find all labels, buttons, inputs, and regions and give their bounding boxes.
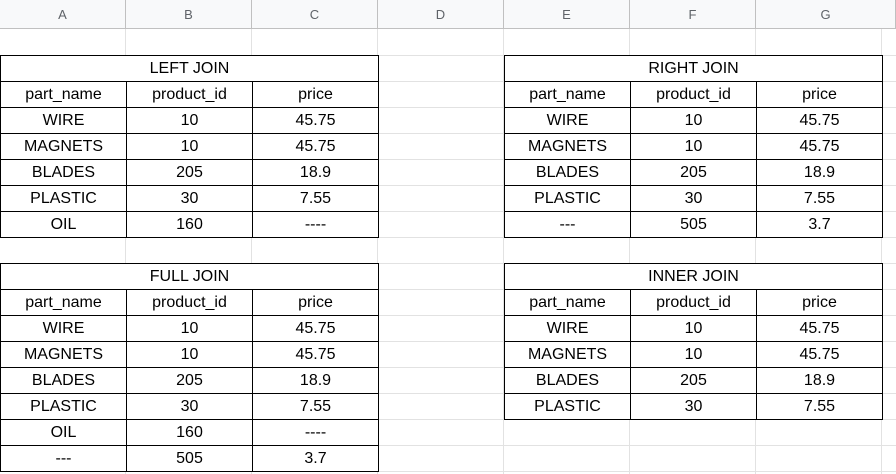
full-join-cell[interactable]: 160 [126,419,253,446]
inner-join-header-price[interactable]: price [756,289,883,316]
full-join-cell[interactable]: 505 [126,445,253,472]
full-join-cell[interactable]: WIRE [0,315,127,342]
left-join-cell[interactable]: 45.75 [252,107,379,134]
full-join-header-price[interactable]: price [252,289,379,316]
right-join-cell[interactable]: 45.75 [756,133,883,160]
right-join-cell[interactable]: BLADES [504,159,631,186]
full-join-cell[interactable]: --- [0,445,127,472]
left-join-cell[interactable]: 205 [126,159,253,186]
left-join-cell[interactable]: 18.9 [252,159,379,186]
left-join-cell[interactable]: OIL [0,211,127,238]
right-join-cell[interactable]: 505 [630,211,757,238]
right-join-cell[interactable]: 205 [630,159,757,186]
left-join-cell[interactable]: 10 [126,107,253,134]
full-join-header-product-id[interactable]: product_id [126,289,253,316]
left-join-cell[interactable]: 7.55 [252,185,379,212]
inner-join-cell[interactable]: 30 [630,393,757,420]
full-join-cell[interactable]: OIL [0,419,127,446]
full-join-cell[interactable]: 10 [126,341,253,368]
left-join-cell[interactable]: 160 [126,211,253,238]
left-join-cell[interactable]: WIRE [0,107,127,134]
right-join-cell[interactable]: 7.55 [756,185,883,212]
left-join-cell[interactable]: ---- [252,211,379,238]
full-join-cell[interactable]: 18.9 [252,367,379,394]
left-join-header-product-id[interactable]: product_id [126,81,253,108]
column-header-c[interactable]: C [252,0,378,29]
column-header-b[interactable]: B [126,0,252,29]
column-header-d[interactable]: D [378,0,504,29]
full-join-cell[interactable]: MAGNETS [0,341,127,368]
full-join-cell[interactable]: 3.7 [252,445,379,472]
inner-join-cell[interactable]: 205 [630,367,757,394]
right-join-cell[interactable]: 10 [630,133,757,160]
inner-join-cell[interactable]: WIRE [504,315,631,342]
inner-join-title[interactable]: INNER JOIN [504,263,883,290]
full-join-cell[interactable]: 30 [126,393,253,420]
left-join-cell[interactable]: BLADES [0,159,127,186]
inner-join-header-part-name[interactable]: part_name [504,289,631,316]
full-join-header-part-name[interactable]: part_name [0,289,127,316]
column-header-e[interactable]: E [504,0,630,29]
right-join-title[interactable]: RIGHT JOIN [504,55,883,82]
left-join-cell[interactable]: 30 [126,185,253,212]
inner-join-header-product-id[interactable]: product_id [630,289,757,316]
column-header-f[interactable]: F [630,0,756,29]
right-join-cell[interactable]: 30 [630,185,757,212]
left-join-cell[interactable]: MAGNETS [0,133,127,160]
left-join-header-part-name[interactable]: part_name [0,81,127,108]
inner-join-cell[interactable]: BLADES [504,367,631,394]
inner-join-cell[interactable]: 45.75 [756,341,883,368]
full-join-cell[interactable]: 205 [126,367,253,394]
right-join-cell[interactable]: --- [504,211,631,238]
full-join-cell[interactable]: ---- [252,419,379,446]
right-join-cell[interactable]: 18.9 [756,159,883,186]
full-join-cell[interactable]: 45.75 [252,315,379,342]
left-join-cell[interactable]: 45.75 [252,133,379,160]
right-join-header-part-name[interactable]: part_name [504,81,631,108]
full-join-cell[interactable]: PLASTIC [0,393,127,420]
right-join-cell[interactable]: PLASTIC [504,185,631,212]
column-header-g[interactable]: G [756,0,896,29]
left-join-title[interactable]: LEFT JOIN [0,55,379,82]
inner-join-cell[interactable]: MAGNETS [504,341,631,368]
full-join-cell[interactable]: BLADES [0,367,127,394]
right-join-cell[interactable]: 45.75 [756,107,883,134]
right-join-header-product-id[interactable]: product_id [630,81,757,108]
full-join-cell[interactable]: 7.55 [252,393,379,420]
full-join-cell[interactable]: 10 [126,315,253,342]
full-join-title[interactable]: FULL JOIN [0,263,379,290]
left-join-cell[interactable]: PLASTIC [0,185,127,212]
right-join-cell[interactable]: MAGNETS [504,133,631,160]
inner-join-cell[interactable]: 45.75 [756,315,883,342]
inner-join-cell[interactable]: 7.55 [756,393,883,420]
right-join-header-price[interactable]: price [756,81,883,108]
inner-join-cell[interactable]: 10 [630,315,757,342]
inner-join-cell[interactable]: 18.9 [756,367,883,394]
right-join-cell[interactable]: 3.7 [756,211,883,238]
full-join-cell[interactable]: 45.75 [252,341,379,368]
column-header-a[interactable]: A [0,0,126,29]
inner-join-cell[interactable]: 10 [630,341,757,368]
left-join-header-price[interactable]: price [252,81,379,108]
right-join-cell[interactable]: WIRE [504,107,631,134]
right-join-cell[interactable]: 10 [630,107,757,134]
inner-join-cell[interactable]: PLASTIC [504,393,631,420]
left-join-cell[interactable]: 10 [126,133,253,160]
